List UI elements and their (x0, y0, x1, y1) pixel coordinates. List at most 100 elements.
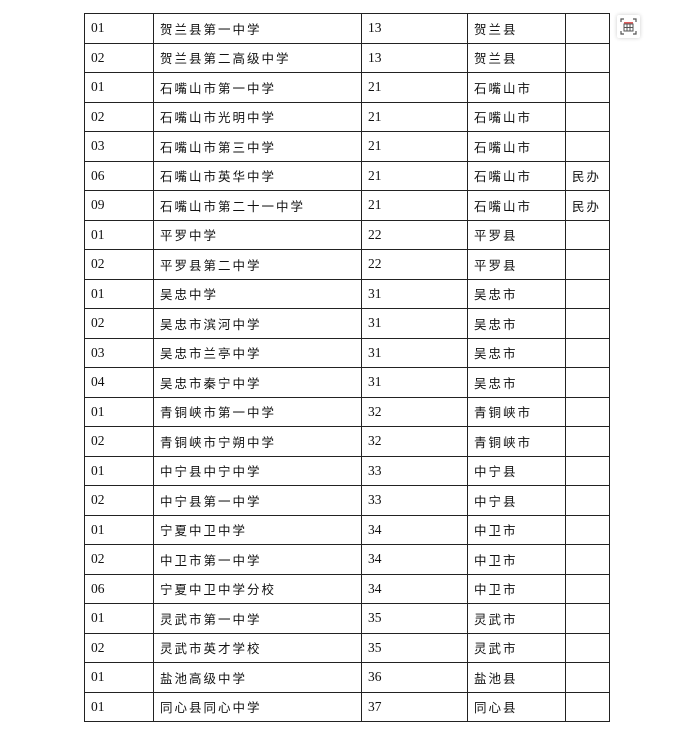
table-row: 01 贺兰县第一中学 13 贺兰县 (84, 13, 610, 44)
district-name-cell: 中卫市 (467, 514, 566, 545)
school-name-cell: 吴忠市秦宁中学 (153, 367, 362, 398)
school-code-cell: 01 (84, 72, 154, 103)
school-name-cell: 吴忠市滨河中学 (153, 308, 362, 339)
school-table: 01 贺兰县第一中学 13 贺兰县 02 贺兰县第二高级中学 13 贺兰县 01 石嘴山市第一中学… (84, 13, 610, 722)
table-row: 06 宁夏中卫中学分校 34 中卫市 (84, 573, 610, 604)
note-cell: 民办 (565, 190, 610, 221)
district-code-cell: 21 (361, 190, 468, 221)
school-code-cell: 04 (84, 367, 154, 398)
note-cell (565, 308, 610, 339)
table-extract-icon (620, 18, 637, 35)
school-code-cell: 09 (84, 190, 154, 221)
district-name-cell: 中卫市 (467, 544, 566, 575)
school-code-cell: 02 (84, 485, 154, 516)
school-name-cell: 灵武市第一中学 (153, 603, 362, 634)
note-cell (565, 691, 610, 722)
district-code-cell: 21 (361, 160, 468, 191)
school-name-cell: 平罗中学 (153, 219, 362, 250)
school-name-cell: 吴忠中学 (153, 278, 362, 309)
school-code-cell: 02 (84, 544, 154, 575)
district-code-cell: 13 (361, 42, 468, 73)
table-row: 02 中卫市第一中学 34 中卫市 (84, 544, 610, 575)
district-name-cell: 盐池县 (467, 662, 566, 693)
district-code-cell: 36 (361, 662, 468, 693)
table-row: 01 灵武市第一中学 35 灵武市 (84, 603, 610, 634)
district-code-cell: 31 (361, 337, 468, 368)
school-code-cell: 06 (84, 160, 154, 191)
table-row: 09 石嘴山市第二十一中学 21 石嘴山市 民办 (84, 190, 610, 221)
note-cell (565, 13, 610, 44)
district-name-cell: 灵武市 (467, 603, 566, 634)
district-code-cell: 35 (361, 603, 468, 634)
district-code-cell: 21 (361, 101, 468, 132)
note-cell (565, 367, 610, 398)
school-name-cell: 中宁县第一中学 (153, 485, 362, 516)
district-code-cell: 37 (361, 691, 468, 722)
district-name-cell: 石嘴山市 (467, 160, 566, 191)
school-code-cell: 01 (84, 13, 154, 44)
school-code-cell: 02 (84, 249, 154, 280)
table-row: 02 中宁县第一中学 33 中宁县 (84, 485, 610, 516)
table-row: 01 宁夏中卫中学 34 中卫市 (84, 514, 610, 545)
school-name-cell: 宁夏中卫中学分校 (153, 573, 362, 604)
table-row: 02 吴忠市滨河中学 31 吴忠市 (84, 308, 610, 339)
school-name-cell: 贺兰县第一中学 (153, 13, 362, 44)
district-code-cell: 35 (361, 632, 468, 663)
school-name-cell: 青铜峡市宁朔中学 (153, 426, 362, 457)
district-code-cell: 32 (361, 426, 468, 457)
district-name-cell: 中卫市 (467, 573, 566, 604)
school-name-cell: 青铜峡市第一中学 (153, 396, 362, 427)
district-name-cell: 平罗县 (467, 249, 566, 280)
school-name-cell: 灵武市英才学校 (153, 632, 362, 663)
school-code-cell: 02 (84, 42, 154, 73)
district-name-cell: 石嘴山市 (467, 101, 566, 132)
note-cell (565, 72, 610, 103)
school-name-cell: 贺兰县第二高级中学 (153, 42, 362, 73)
school-code-cell: 01 (84, 278, 154, 309)
school-code-cell: 02 (84, 101, 154, 132)
district-name-cell: 石嘴山市 (467, 131, 566, 162)
school-code-cell: 03 (84, 337, 154, 368)
note-cell (565, 455, 610, 486)
note-cell: 民办 (565, 160, 610, 191)
school-name-cell: 石嘴山市英华中学 (153, 160, 362, 191)
school-code-cell: 01 (84, 662, 154, 693)
district-name-cell: 灵武市 (467, 632, 566, 663)
school-name-cell: 石嘴山市第三中学 (153, 131, 362, 162)
district-name-cell: 青铜峡市 (467, 426, 566, 457)
school-name-cell: 吴忠市兰亭中学 (153, 337, 362, 368)
table-row: 02 贺兰县第二高级中学 13 贺兰县 (84, 42, 610, 73)
note-cell (565, 337, 610, 368)
table-row: 01 中宁县中宁中学 33 中宁县 (84, 455, 610, 486)
district-code-cell: 31 (361, 278, 468, 309)
note-cell (565, 662, 610, 693)
school-name-cell: 石嘴山市第一中学 (153, 72, 362, 103)
note-cell (565, 396, 610, 427)
note-cell (565, 219, 610, 250)
district-code-cell: 34 (361, 514, 468, 545)
table-row: 01 青铜峡市第一中学 32 青铜峡市 (84, 396, 610, 427)
district-name-cell: 石嘴山市 (467, 190, 566, 221)
note-cell (565, 42, 610, 73)
school-name-cell: 宁夏中卫中学 (153, 514, 362, 545)
district-name-cell: 吴忠市 (467, 367, 566, 398)
note-cell (565, 514, 610, 545)
district-code-cell: 21 (361, 131, 468, 162)
school-code-cell: 02 (84, 308, 154, 339)
table-row: 02 灵武市英才学校 35 灵武市 (84, 632, 610, 663)
district-name-cell: 吴忠市 (467, 337, 566, 368)
note-cell (565, 544, 610, 575)
district-code-cell: 22 (361, 219, 468, 250)
district-name-cell: 同心县 (467, 691, 566, 722)
district-name-cell: 青铜峡市 (467, 396, 566, 427)
table-extract-button[interactable] (617, 15, 640, 38)
table-row: 06 石嘴山市英华中学 21 石嘴山市 民办 (84, 160, 610, 191)
school-name-cell: 中卫市第一中学 (153, 544, 362, 575)
note-cell (565, 101, 610, 132)
district-code-cell: 31 (361, 308, 468, 339)
table-row: 01 同心县同心中学 37 同心县 (84, 691, 610, 722)
note-cell (565, 603, 610, 634)
school-name-cell: 同心县同心中学 (153, 691, 362, 722)
school-code-cell: 01 (84, 455, 154, 486)
table-row: 01 石嘴山市第一中学 21 石嘴山市 (84, 72, 610, 103)
